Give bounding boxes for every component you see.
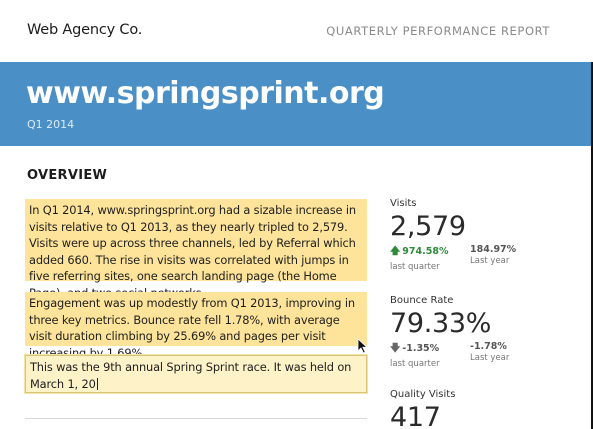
text-caret [96, 377, 98, 390]
report-header: Web Agency Co. QUARTERLY PERFORMANCE REP… [0, 0, 593, 62]
year-change-value: 184.97% [470, 244, 517, 255]
metric-value: 2,579 [390, 211, 466, 242]
paragraph-text: Engagement was up modestly from Q1 2013,… [29, 296, 355, 360]
quarter-change-label: last quarter [390, 359, 440, 369]
year-change-label: Last year [470, 256, 510, 266]
quarter-change-value: -1.35% [402, 343, 440, 354]
arrow-down-icon: 🡇 [390, 343, 401, 354]
agency-name: Web Agency Co. [27, 22, 143, 38]
window-edge [591, 62, 593, 429]
overview-paragraph-engagement[interactable]: Engagement was up modestly from Q1 2013,… [25, 292, 367, 360]
metric-changes: 🡇 -1.35% last quarter -1.78% Last year [390, 341, 590, 369]
paragraph-text[interactable]: This was the 9th annual Spring Sprint ra… [30, 360, 352, 391]
report-title: QUARTERLY PERFORMANCE REPORT [326, 24, 550, 38]
metric-label: Visits [390, 198, 417, 209]
quarter-change-value: 974.58% [402, 246, 449, 257]
year-change: -1.78% Last year [470, 341, 509, 363]
metric-visits: Visits 2,579 🡅 974.58% last quarter 184.9… [390, 198, 590, 272]
metric-quality-visits: Quality Visits 417 [390, 389, 590, 429]
overview-paragraph-editing[interactable]: This was the 9th annual Spring Sprint ra… [25, 355, 367, 393]
quarter-change: 🡅 974.58% last quarter [390, 244, 448, 272]
metric-label: Quality Visits [390, 389, 456, 400]
metric-bounce-rate: Bounce Rate 79.33% 🡇 -1.35% last quarter … [390, 295, 590, 369]
metric-label: Bounce Rate [390, 295, 454, 306]
quarter-change-label: last quarter [390, 262, 440, 272]
quarter-change: 🡇 -1.35% last quarter [390, 341, 440, 369]
section-divider [25, 418, 367, 419]
year-change: 184.97% Last year [470, 244, 516, 266]
metric-value: 417 [390, 402, 441, 429]
year-change-value: -1.78% [470, 341, 507, 352]
paragraph-text: In Q1 2014, www.springsprint.org had a s… [29, 203, 356, 300]
arrow-up-icon: 🡅 [390, 246, 401, 257]
site-banner: www.springsprint.org Q1 2014 [0, 62, 593, 146]
report-period: Q1 2014 [27, 118, 75, 131]
year-change-label: Last year [470, 353, 510, 363]
site-name: www.springsprint.org [26, 76, 385, 111]
overview-heading: OVERVIEW [27, 168, 108, 183]
metric-changes: 🡅 974.58% last quarter 184.97% Last year [390, 244, 590, 272]
metric-value: 79.33% [390, 308, 492, 339]
overview-paragraph-visits[interactable]: In Q1 2014, www.springsprint.org had a s… [25, 199, 367, 300]
